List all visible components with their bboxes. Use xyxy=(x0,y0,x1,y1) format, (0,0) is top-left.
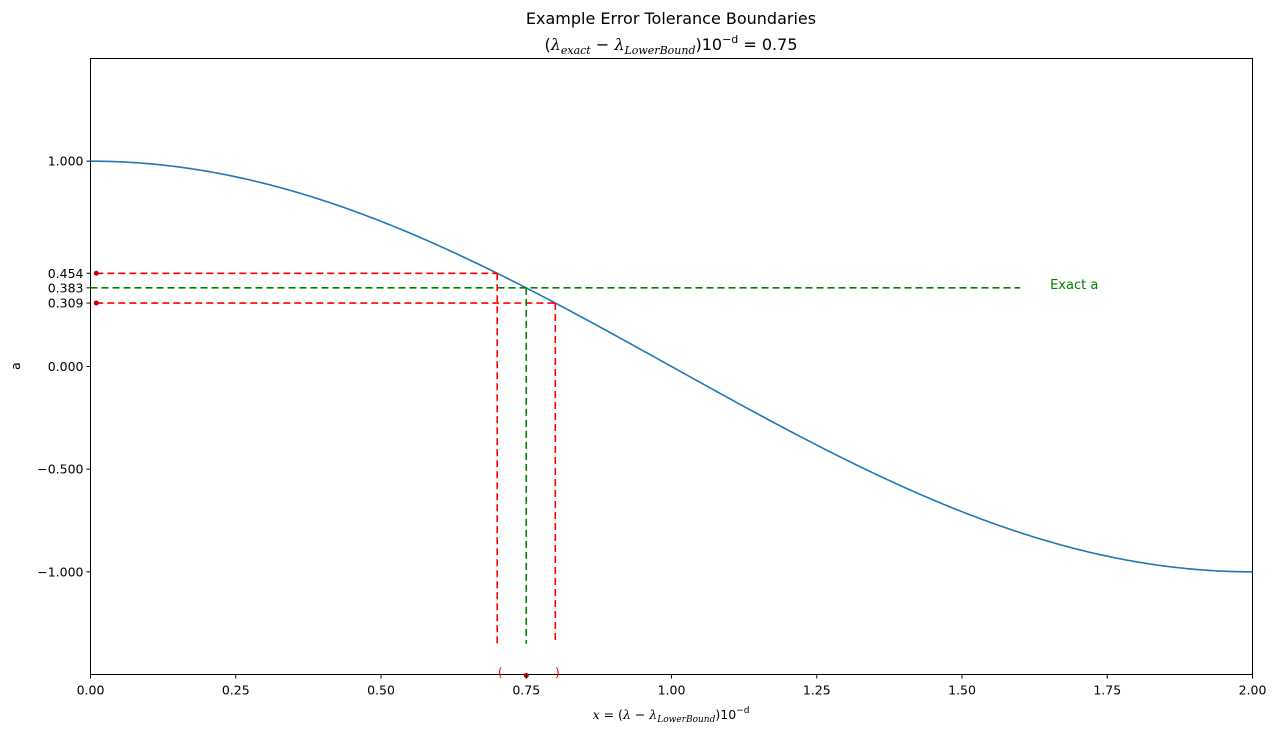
x-axis-label: x = (λ − λLowerBound)10−d xyxy=(593,706,750,725)
upper-bound-axis-dot xyxy=(93,300,99,306)
x-tick-label: 0.25 xyxy=(222,683,250,698)
x-tick-label: 0.00 xyxy=(77,683,105,698)
chart-subtitle: (λexact − λLowerBound)10−d = 0.75 xyxy=(544,33,797,57)
y-tick-label: 0.454 xyxy=(48,266,84,281)
y-tick-label: −1.000 xyxy=(37,564,83,579)
y-tick-label: 0.309 xyxy=(48,296,84,311)
y-tick-label: −0.500 xyxy=(37,462,83,477)
interval-close-paren: ) xyxy=(555,665,560,679)
x-tick-label: 2.00 xyxy=(1239,683,1267,698)
x-tick-label: 0.50 xyxy=(367,683,395,698)
x-tick-label: 1.25 xyxy=(803,683,831,698)
x-axis-ticks: 0.00 0.25 0.50 0.75 1.00 1.25 1.50 1.75 2.00 xyxy=(77,674,1267,698)
y-axis-label: a xyxy=(8,362,23,370)
x-tick-label: 1.50 xyxy=(948,683,976,698)
chart-title: Example Error Tolerance Boundaries xyxy=(526,9,816,28)
y-tick-label: 1.000 xyxy=(48,154,84,169)
series-layer: () Exact a xyxy=(90,160,1253,679)
x-tick-label: 0.75 xyxy=(512,683,540,698)
x-tick-label: 1.75 xyxy=(1093,683,1121,698)
y-tick-label: 0.383 xyxy=(48,280,84,295)
interval-open-paren: ( xyxy=(498,665,503,679)
lower-bound-axis-dot xyxy=(93,270,99,276)
series-line-curve xyxy=(90,160,1253,573)
x-tick-label: 1.00 xyxy=(658,683,686,698)
y-tick-label: 0.000 xyxy=(48,359,84,374)
exact-a-label: Exact a xyxy=(1050,278,1098,293)
